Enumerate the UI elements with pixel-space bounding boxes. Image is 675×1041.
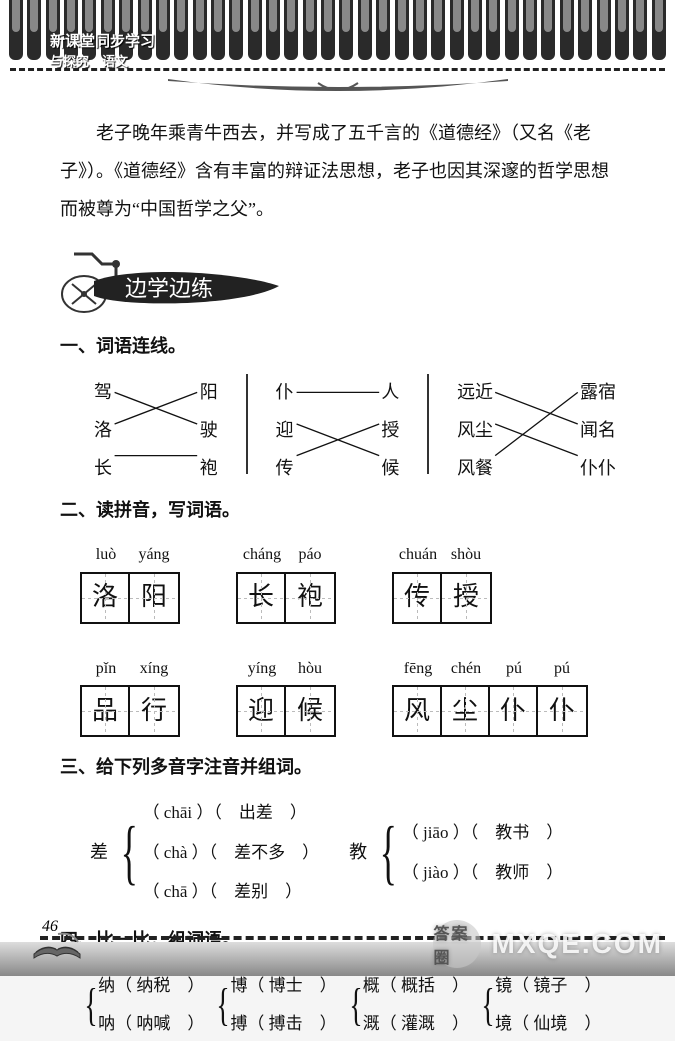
pinyin-label: pú — [538, 652, 586, 686]
heading-2: 二、读拼音，写词语。 — [60, 492, 620, 530]
compare-item: { 纳（ 纳税 ） 呐（ 呐喊 ） — [80, 968, 204, 1041]
book-icon — [32, 930, 82, 960]
intro-paragraph: 老子晚年乘青牛西去，并写成了五千言的《道德经》（又名《老子》）。《道德经》含有丰… — [60, 115, 620, 228]
pinyin-label: yáng — [130, 538, 178, 572]
pinyin-item: chángpáo 长袍 — [236, 538, 336, 624]
pinyin-item: chuánshòu 传授 — [392, 538, 492, 624]
poly-item: 差 { （ chāi ）（ 出差 ） （ chà ）（ 差不多 ）（ chā ）（… — [90, 795, 319, 910]
pinyin-item: fēngchénpúpú 风尘仆仆 — [392, 652, 588, 738]
poly-reading: （ jiào ）（ 教师 ） — [402, 855, 564, 891]
poly-item: 教 { （ jiāo ）（ 教书 ） （ jiào ）（ 教师 ） — [349, 815, 563, 890]
char-cell: 长 — [238, 574, 286, 622]
pinyin-label: fēng — [394, 652, 442, 686]
char-cell: 迎 — [238, 687, 286, 735]
compare-line: 境（ 仙境 ） — [495, 1006, 601, 1041]
pinyin-label: hòu — [286, 652, 334, 686]
pinyin-label: páo — [286, 538, 334, 572]
pinyin-label: pǐn — [82, 652, 130, 686]
brace-icon: { — [217, 984, 230, 1025]
poly-reading: （ chāi ）（ 出差 ） — [143, 795, 320, 831]
match-group: 仆迎传 人授候 — [272, 374, 404, 474]
char-cell: 授 — [442, 574, 490, 622]
pinyin-label: chén — [442, 652, 490, 686]
poly-char: 差 — [90, 834, 108, 872]
content-area: 老子晚年乘青牛西去，并写成了五千言的《道德经》（又名《老子》）。《道德经》含有丰… — [0, 90, 675, 1041]
pinyin-label: shòu — [442, 538, 490, 572]
pinyin-item: luòyáng 洛阳 — [80, 538, 180, 624]
series-label: 新课堂同步学习 与探究 语文 — [50, 30, 155, 70]
char-cell: 尘 — [442, 687, 490, 735]
compare-item: { 博（ 博士 ） 搏（ 搏击 ） — [212, 968, 336, 1041]
section-banner: 边学边练 — [54, 246, 620, 316]
char-cell: 风 — [394, 687, 442, 735]
poly-reading: （ chā ）（ 差别 ） — [143, 874, 320, 910]
compare-row: { 纳（ 纳税 ） 呐（ 呐喊 ） { 博（ 博士 ） 搏（ 搏击 ） { 概（… — [80, 968, 620, 1041]
pinyin-sets: luòyáng 洛阳 chángpáo 长袍 chuánshòu 传授 pǐnx… — [80, 538, 620, 737]
match-row: 驾洛长 阳驶袍 仆迎传 人授候 远近风尘风餐 露宿闻名仆仆 — [90, 374, 620, 474]
compare-item: { 镜（ 镜子 ） 境（ 仙境 ） — [477, 968, 601, 1041]
brace-icon: { — [481, 984, 494, 1025]
pinyin-item: yínghòu 迎候 — [236, 652, 336, 738]
poly-reading: （ jiāo ）（ 教书 ） — [402, 815, 564, 851]
banner-text: 边学边练 — [125, 276, 213, 301]
top-ornament — [168, 75, 508, 95]
heading-3: 三、给下列多音字注音并组词。 — [60, 749, 620, 787]
watermark-text: MXQE.COM — [491, 928, 663, 960]
brace-icon: { — [84, 984, 97, 1025]
char-cell: 行 — [130, 687, 178, 735]
top-binding: 新课堂同步学习 与探究 语文 — [0, 0, 675, 90]
watermark: 答案圈 MXQE.COM — [433, 920, 663, 968]
heading-1: 一、词语连线。 — [60, 328, 620, 366]
char-cell: 洛 — [82, 574, 130, 622]
pinyin-label: cháng — [238, 538, 286, 572]
char-cell: 品 — [82, 687, 130, 735]
match-group: 驾洛长 阳驶袍 — [90, 374, 222, 474]
pinyin-label: yíng — [238, 652, 286, 686]
char-cell: 传 — [394, 574, 442, 622]
watermark-circle: 答案圈 — [433, 920, 481, 968]
series-line1: 新课堂同步学习 — [50, 30, 155, 51]
poly-row: 差 { （ chāi ）（ 出差 ） （ chà ）（ 差不多 ）（ chā ）（… — [90, 795, 620, 910]
pinyin-label: luò — [82, 538, 130, 572]
pinyin-label: chuán — [394, 538, 442, 572]
pinyin-label: xíng — [130, 652, 178, 686]
poly-reading: （ chà ）（ 差不多 ） — [143, 835, 320, 871]
compare-line: 搏（ 搏击 ） — [230, 1006, 336, 1041]
match-group: 远近风尘风餐 露宿闻名仆仆 — [453, 374, 620, 474]
brace-icon: { — [380, 820, 397, 885]
brace-icon: { — [121, 820, 138, 885]
pinyin-label: pú — [490, 652, 538, 686]
brace-icon: { — [349, 984, 362, 1025]
char-cell: 袍 — [286, 574, 334, 622]
compare-item: { 概（ 概括 ） 溉（ 灌溉 ） — [345, 968, 469, 1041]
series-line2: 与探究 语文 — [50, 51, 155, 70]
char-cell: 仆 — [490, 687, 538, 735]
char-cell: 仆 — [538, 687, 586, 735]
char-cell: 候 — [286, 687, 334, 735]
char-cell: 阳 — [130, 574, 178, 622]
poly-char: 教 — [349, 834, 367, 872]
page: 新课堂同步学习 与探究 语文 老子晚年乘青牛西去，并写成了五千言的《道德经》（又… — [0, 0, 675, 976]
pinyin-item: pǐnxíng 品行 — [80, 652, 180, 738]
compare-line: 溉（ 灌溉 ） — [363, 1006, 469, 1041]
compare-line: 呐（ 呐喊 ） — [98, 1006, 204, 1041]
